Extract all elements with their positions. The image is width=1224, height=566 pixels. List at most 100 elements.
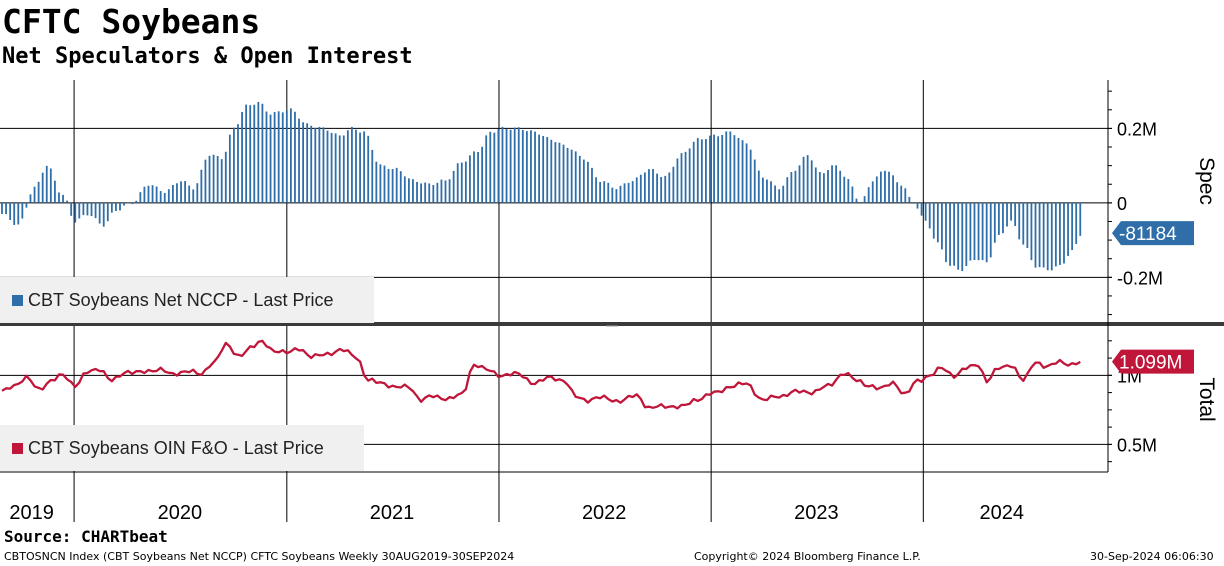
spec-bar [1050,202,1053,271]
spec-bar [391,169,394,203]
footer-right: 30-Sep-2024 06:06:30 [1090,550,1214,563]
spec-bar [741,140,744,203]
flag-shape [1112,349,1194,374]
chart-subtitle: Net Speculators & Open Interest [2,44,413,69]
spec-bar [554,142,557,203]
spec-bar [1046,202,1049,271]
spec-bar [346,130,349,203]
spec-bar [790,171,793,203]
spec-bar [17,202,20,225]
spec-bar [603,181,606,203]
spec-bar [562,144,565,203]
spec-bar [493,132,496,203]
spec-bar [66,200,69,203]
spec-bar [863,196,866,203]
spec-bar [558,142,561,203]
spec-bar [668,172,671,203]
flag-label: 1.099M [1119,353,1182,374]
y-tick-label: -0.2M [1117,268,1163,288]
spec-bar [1030,202,1033,261]
spec-bar [432,185,435,203]
spec-bar [452,170,455,203]
spec-bar [383,165,386,203]
spec-bar [599,181,602,203]
spec-bar [973,202,976,260]
spec-bar [705,139,707,203]
spec-bar [469,155,471,203]
spec-bar [338,135,341,203]
spec-bar [273,112,276,203]
spec-bar [713,134,715,203]
spec-bar [58,192,60,203]
spec-bar [407,178,410,203]
spec-bar [782,185,785,203]
spec-bar [839,170,842,203]
spec-bar [379,164,382,203]
spec-bar [680,153,683,203]
spec-bar [953,202,956,266]
spec-bar [717,136,720,203]
spec-bar [98,202,101,224]
spec-bar [53,180,56,203]
spec-bar [224,151,227,203]
spec-bar [611,187,614,203]
spec-bar [49,168,52,203]
spec-bar [33,186,36,203]
x-tick-label: 2022 [582,502,627,524]
spec-bar [871,181,874,203]
spec-bar [322,127,325,203]
spec-bar [827,170,829,203]
spec-bar [546,136,549,203]
spec-bar [570,149,573,203]
axis-title-spec: Spec [1195,157,1218,205]
spec-bar [916,202,919,209]
spec-bar [700,139,703,203]
spec-bar [127,202,130,204]
spec-bar [102,202,105,227]
spec-bar [818,172,821,203]
spec-bar [1079,202,1082,236]
spec-bar [631,181,634,203]
spec-bar [119,202,121,211]
spec-bar [802,156,805,203]
spec-bar [884,170,886,203]
spec-bar [403,176,406,203]
spec-bar [171,184,174,203]
spec-bar [13,202,16,225]
legend-total-swatch [12,442,23,454]
spec-bar [851,186,854,203]
spec-bar [281,112,284,203]
spec-bar-series [1,101,1082,272]
spec-bar [212,154,215,203]
spec-bar [806,155,809,203]
spec-bar [648,169,650,203]
spec-bar [831,165,833,203]
footer-center: Copyright© 2024 Bloomberg Finance L.P. [694,550,921,563]
spec-bar [696,138,699,203]
spec-bar [660,177,663,203]
spec-bar [359,132,361,203]
axis-title-total: Total [1195,377,1218,421]
legend-spec[interactable]: CBT Soybeans Net NCCP - Last Price [0,277,374,323]
spec-bar [428,183,431,203]
spec-bar [737,137,740,203]
spec-bar [306,123,309,203]
spec-bar [733,135,736,203]
spec-bar [110,202,113,213]
spec-bar [766,179,768,203]
spec-bar [416,181,418,203]
spec-bar [961,202,964,272]
spec-bar [29,194,32,203]
spec-bar [574,151,577,203]
spec-bar [5,202,7,215]
spec-bar [684,151,687,203]
legend-total[interactable]: CBT Soybeans OIN F&O - Last Price [0,425,364,471]
spec-bar [1006,202,1008,227]
spec-bar [444,180,447,203]
panel-separator [0,322,1224,326]
spec-bar [997,202,1000,235]
spec-bar [798,165,801,203]
spec-bar [62,194,64,203]
spec-bar [753,159,756,203]
spec-bar [794,170,797,203]
